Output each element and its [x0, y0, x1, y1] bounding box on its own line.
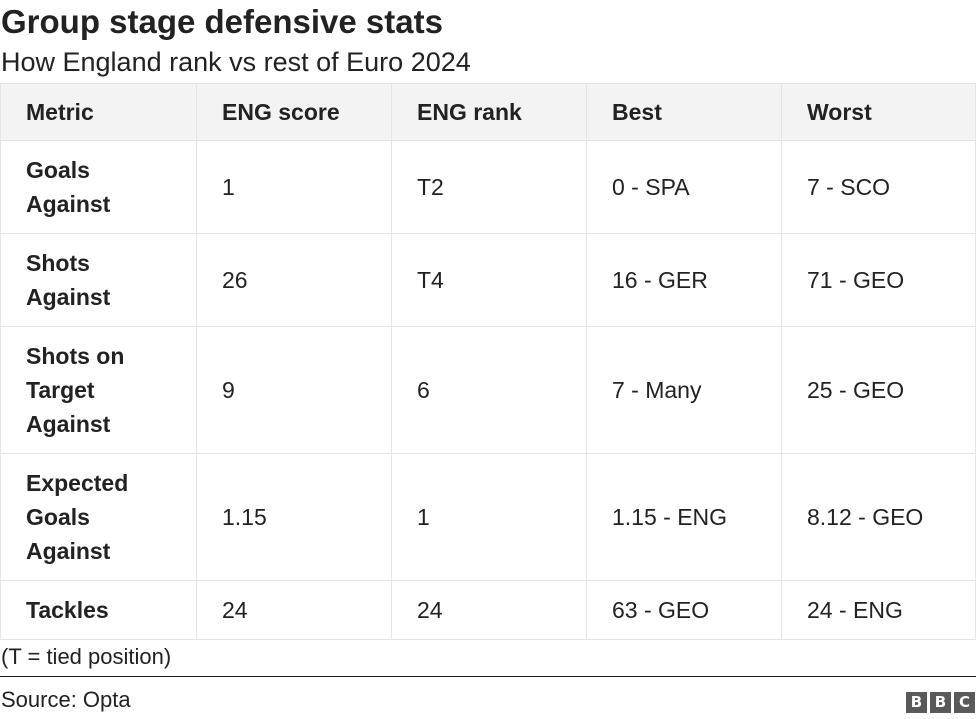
- eng-rank-cell: 1: [391, 453, 587, 581]
- best-cell: 0 - SPA: [586, 140, 782, 234]
- chart-subtitle: How England rank vs rest of Euro 2024: [1, 47, 471, 77]
- metric-cell: Expected Goals Against: [0, 453, 197, 581]
- eng-score-cell: 24: [196, 580, 392, 640]
- eng-score-cell: 26: [196, 233, 392, 327]
- footnote: (T = tied position): [1, 644, 172, 669]
- metric-cell: Shots on Target Against: [0, 326, 197, 454]
- best-cell: 7 - Many: [586, 326, 782, 454]
- worst-cell: 71 - GEO: [781, 233, 976, 327]
- metric-cell: Tackles: [0, 580, 197, 640]
- worst-cell: 25 - GEO: [781, 326, 976, 454]
- column-header-metric: Metric: [0, 83, 197, 141]
- table-row: Expected Goals Against 1.15 1 1.15 - ENG…: [0, 453, 976, 581]
- table-row: Shots Against 26 T4 16 - GER 71 - GEO: [0, 233, 976, 327]
- table-row: Goals Against 1 T2 0 - SPA 7 - SCO: [0, 140, 976, 234]
- logo-block-b2: B: [930, 692, 951, 713]
- table-header-row: Metric ENG score ENG rank Best Worst: [0, 83, 976, 141]
- chart-title: Group stage defensive stats: [1, 3, 443, 40]
- column-header-eng-score: ENG score: [196, 83, 392, 141]
- logo-block-c: C: [954, 692, 975, 713]
- stats-table: Metric ENG score ENG rank Best Worst Goa…: [0, 83, 976, 640]
- worst-cell: 8.12 - GEO: [781, 453, 976, 581]
- source-label: Source: Opta: [1, 687, 131, 712]
- eng-rank-cell: T2: [391, 140, 587, 234]
- table-row: Tackles 24 24 63 - GEO 24 - ENG: [0, 580, 976, 640]
- column-header-worst: Worst: [781, 83, 976, 141]
- best-cell: 16 - GER: [586, 233, 782, 327]
- eng-score-cell: 1: [196, 140, 392, 234]
- best-cell: 63 - GEO: [586, 580, 782, 640]
- divider: [0, 676, 976, 677]
- logo-block-b1: B: [906, 692, 927, 713]
- metric-cell: Goals Against: [0, 140, 197, 234]
- bbc-logo: B B C: [906, 692, 975, 713]
- eng-score-cell: 9: [196, 326, 392, 454]
- table-row: Shots on Target Against 9 6 7 - Many 25 …: [0, 326, 976, 454]
- worst-cell: 7 - SCO: [781, 140, 976, 234]
- column-header-eng-rank: ENG rank: [391, 83, 587, 141]
- eng-rank-cell: 6: [391, 326, 587, 454]
- metric-cell: Shots Against: [0, 233, 197, 327]
- worst-cell: 24 - ENG: [781, 580, 976, 640]
- column-header-best: Best: [586, 83, 782, 141]
- eng-rank-cell: T4: [391, 233, 587, 327]
- best-cell: 1.15 - ENG: [586, 453, 782, 581]
- eng-score-cell: 1.15: [196, 453, 392, 581]
- eng-rank-cell: 24: [391, 580, 587, 640]
